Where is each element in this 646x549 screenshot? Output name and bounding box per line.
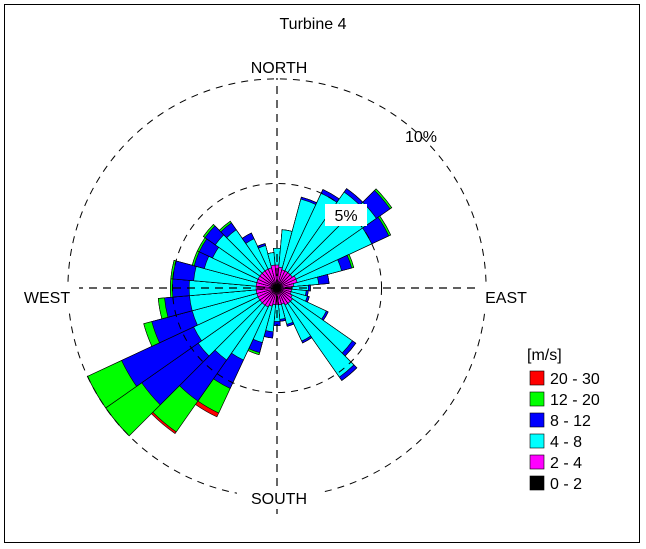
chart-title: Turbine 4 [280,16,347,33]
ring-label-10: 10% [405,129,437,146]
south-label-bg [237,487,321,509]
ring-label-5-bg [325,204,367,226]
south-label: SOUTH [251,491,307,508]
west-label-bg [15,286,79,308]
legend-swatch-4 [529,454,545,470]
legend-label-3: 4 - 8 [550,434,582,451]
grid-layer [47,58,507,518]
legend-swatch-0 [529,370,545,386]
legend-label-4: 2 - 4 [550,455,582,472]
legend-label-1: 12 - 20 [550,392,600,409]
legend-swatch-1 [529,391,545,407]
ring-label-5: 5% [334,208,357,225]
wind-rose-chart: Turbine 4 NORTH EAST SOUTH WEST 5% 10% [… [15,16,600,518]
east-label-bg [475,286,537,308]
petal-sector-350-bin-1 [270,264,278,289]
legend-label-2: 8 - 12 [550,413,591,430]
north-label: NORTH [251,60,308,77]
legend: [m/s] 20 - 30 12 - 20 8 - 12 4 - 8 2 - 4 0 - … [527,347,600,493]
legend-swatch-5 [529,475,545,491]
west-label: WEST [24,290,70,307]
petals-layer [87,188,393,437]
legend-swatch-2 [529,412,545,428]
legend-swatch-3 [529,433,545,449]
petal-sector-140-bin-2 [276,287,355,378]
legend-label-5: 0 - 2 [550,476,582,493]
ring-5 [171,182,383,394]
legend-title: [m/s] [527,347,562,364]
east-label: EAST [485,290,527,307]
chart-frame: Turbine 4 NORTH EAST SOUTH WEST 5% 10% [… [4,4,640,543]
north-label-bg [239,56,319,78]
legend-label-0: 20 - 30 [550,371,600,388]
